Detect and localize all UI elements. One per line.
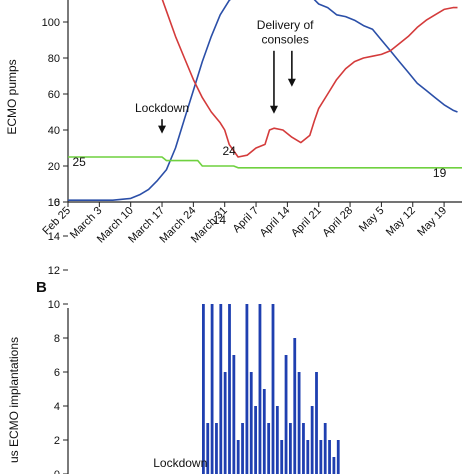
- panel-b-bar: [271, 304, 275, 474]
- panel-b-bar: [262, 389, 266, 474]
- panel-a-x-tick-label: April 21: [289, 205, 324, 240]
- panel-a-series-blue-line: [68, 0, 458, 201]
- panel-b-bar: [215, 423, 218, 474]
- panel-a-y-tick-label: 80: [48, 53, 60, 65]
- panel-b-bar: [332, 457, 336, 474]
- panel-a-y-tick-label: 100: [42, 17, 60, 29]
- panel-b-y-tick-label: 16: [48, 197, 60, 209]
- panel-a-arrow-head: [269, 105, 278, 114]
- panel-a-y-tick-label: 0: [54, 197, 60, 209]
- panel-b-bar: [223, 372, 227, 474]
- panel-a-x-tick-label: April 7: [231, 205, 262, 236]
- panel-b-bar: [210, 304, 214, 474]
- panel-b-bar: [254, 406, 257, 474]
- panel-a-x-tick-label: May 5: [357, 205, 387, 235]
- panel-b-annotation: 14: [213, 213, 227, 227]
- panel-a-x-tick-label: April 14: [258, 205, 293, 240]
- panel-a-y-axis-title: ECMO pumps: [5, 59, 19, 134]
- panel-a-x-tick-label: May 12: [384, 205, 418, 239]
- panel-b-bar: [328, 440, 331, 474]
- panel-a-y-tick-label: 60: [48, 89, 60, 101]
- panel-b-bar: [315, 372, 318, 474]
- panel-b-y-axis-title: us ECMO implantations: [7, 337, 21, 463]
- panel-a-arrow-head: [158, 125, 167, 134]
- panel-b-bar: [245, 304, 249, 474]
- panel-b-annotation: Lockdown: [153, 456, 207, 470]
- panel-b-bar: [228, 304, 231, 474]
- panel-a-series-red-line: [161, 0, 458, 158]
- panel-a-x-tick-label: April 28: [320, 205, 355, 240]
- panel-b-y-tick-label: 10: [48, 299, 60, 311]
- panel-b-bar: [241, 423, 244, 474]
- panel-b-y-tick-label: 12: [48, 265, 60, 277]
- panel-b-y-tick-label: 0: [54, 469, 60, 474]
- panel-b-bar: [284, 355, 288, 474]
- panel-b-bar: [258, 304, 262, 474]
- panel-b-y-tick-label: 14: [48, 231, 60, 243]
- panel-b-bar: [289, 423, 292, 474]
- panel-a-y-tick-label: 40: [48, 125, 60, 137]
- panel-b-bar: [336, 440, 340, 474]
- panel-a-annotation: 25: [73, 155, 87, 169]
- panel-b-bar: [293, 338, 297, 474]
- panel-a-annotation: Delivery of: [257, 18, 314, 32]
- panel-b-y-tick-label: 8: [54, 333, 60, 345]
- panel-b-bar: [206, 423, 210, 474]
- panel-b-bar: [319, 440, 323, 474]
- panel-b-bar: [297, 372, 301, 474]
- panel-a-annotation: 24: [223, 144, 237, 158]
- panel-b-bar: [267, 423, 271, 474]
- panel-b-bar: [219, 304, 223, 474]
- panel-a-annotation: Lockdown: [135, 101, 189, 115]
- panel-b-bar: [232, 355, 236, 474]
- panel-b-bar: [202, 304, 205, 474]
- panel-b-bar: [249, 372, 253, 474]
- panel-b-y-tick-label: 2: [54, 435, 60, 447]
- panel-b-bar: [236, 440, 240, 474]
- panel-a-y-tick-label: 20: [48, 161, 60, 173]
- panel-a-series-green-line: [68, 156, 462, 169]
- panel-b-y-tick-label: 4: [54, 401, 60, 413]
- panel-a-annotation: 19: [433, 166, 447, 180]
- panel-a-x-tick-label: May 19: [415, 205, 449, 239]
- panel-b-bar: [302, 423, 305, 474]
- panel-b-bar-chart: B us ECMO implantations 0 2 4 6 8 10 12 14 16 14 L…: [7, 197, 340, 474]
- panel-b-bar: [280, 440, 284, 474]
- panel-b-bar: [306, 440, 310, 474]
- panel-b-bar: [323, 423, 327, 474]
- panel-b-y-tick-label: 6: [54, 367, 60, 379]
- panel-b-letter: B: [36, 279, 47, 296]
- panel-b-bar: [310, 406, 314, 474]
- panel-b-bar: [275, 406, 279, 474]
- panel-a-arrow-head: [287, 78, 296, 87]
- panel-a-annotation: consoles: [261, 33, 308, 47]
